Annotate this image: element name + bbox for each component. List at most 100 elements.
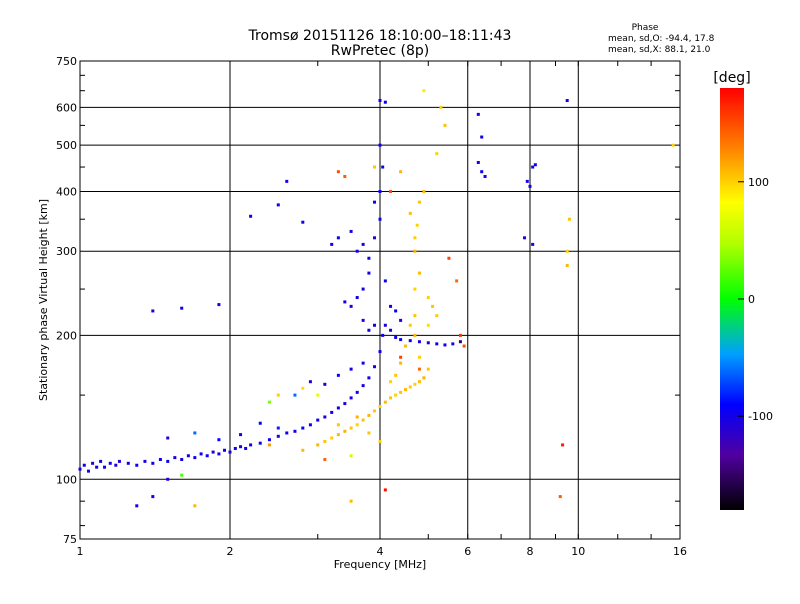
data-point (531, 165, 535, 169)
data-point (267, 443, 271, 447)
data-point (301, 220, 305, 224)
x-tick-label: 1 (77, 545, 84, 558)
data-point (114, 463, 118, 467)
data-point (378, 99, 382, 103)
data-point (399, 318, 403, 322)
data-point (166, 436, 170, 440)
data-point (323, 415, 327, 419)
data-point (343, 174, 347, 178)
data-point (336, 406, 340, 410)
data-point (378, 350, 382, 354)
data-point (308, 380, 312, 384)
data-point (483, 174, 487, 178)
data-point (413, 249, 417, 253)
data-point (394, 373, 398, 377)
data-point (91, 461, 95, 465)
data-point (239, 433, 243, 437)
data-point (151, 495, 155, 499)
y-tick-label: 400 (56, 185, 77, 198)
data-point (355, 249, 359, 253)
data-point (565, 249, 569, 253)
data-point (417, 340, 421, 344)
data-point (193, 456, 197, 460)
x-axis-label: Frequency [MHz] (334, 558, 426, 571)
y-tick-label: 200 (56, 329, 77, 342)
data-point (435, 152, 439, 156)
data-point (349, 304, 353, 308)
data-point (378, 439, 382, 443)
y-axis-label: Stationary phase Virtual Height [km] (37, 199, 50, 401)
data-point (426, 296, 430, 300)
data-point (180, 457, 184, 461)
data-point (561, 443, 565, 447)
data-point (349, 426, 353, 430)
data-point (95, 465, 99, 469)
data-point (249, 443, 253, 447)
data-point (361, 287, 365, 291)
data-point (443, 343, 447, 347)
data-point (180, 306, 184, 310)
data-point (443, 123, 447, 127)
data-point (476, 112, 480, 116)
data-point (233, 446, 237, 450)
data-point (394, 393, 398, 397)
data-point (180, 473, 184, 477)
data-point (413, 236, 417, 240)
data-point (336, 423, 340, 427)
x-tick-labels: 1 2 4 6 8 10 16 (77, 545, 688, 558)
data-point (426, 323, 430, 327)
data-point (533, 163, 537, 167)
data-point (565, 264, 569, 268)
data-point (531, 242, 535, 246)
data-point (78, 467, 82, 471)
data-point (228, 450, 232, 454)
data-point (523, 236, 527, 240)
data-point (394, 309, 398, 313)
data-point (381, 333, 385, 337)
data-point (258, 441, 262, 445)
data-point (417, 355, 421, 359)
data-point (82, 463, 86, 467)
data-point (373, 165, 377, 169)
data-point (193, 504, 197, 508)
data-point (408, 385, 412, 389)
data-point (417, 380, 421, 384)
data-point (301, 426, 305, 430)
data-point (422, 376, 426, 380)
data-point (199, 452, 203, 456)
chart-subtitle: RwPretec (8p) (331, 43, 429, 59)
x-tick-label: 6 (464, 545, 471, 558)
data-point (378, 143, 382, 147)
data-point (330, 436, 334, 440)
data-point (108, 461, 112, 465)
data-point (373, 409, 377, 413)
data-point (249, 214, 253, 218)
colorbar-tick-label: 100 (748, 176, 769, 189)
data-point (343, 300, 347, 304)
x-tick-label: 10 (571, 545, 585, 558)
data-point (166, 477, 170, 481)
data-point (413, 382, 417, 386)
data-point (276, 434, 280, 438)
chart-title: Tromsø 20151126 18:10:00–18:11:43 (248, 28, 512, 44)
data-point (389, 304, 393, 308)
data-point (403, 344, 407, 348)
data-point (367, 376, 371, 380)
data-point (367, 256, 371, 260)
data-point (258, 421, 262, 425)
phase-stats-title: Phase (632, 23, 659, 33)
data-point (383, 100, 387, 104)
data-point (399, 170, 403, 174)
data-point (276, 426, 280, 430)
data-point (435, 314, 439, 318)
data-point (528, 184, 532, 188)
data-point (316, 418, 320, 422)
data-point (422, 189, 426, 193)
data-point (349, 367, 353, 371)
data-point (417, 200, 421, 204)
y-tick-label: 600 (56, 101, 77, 114)
data-point (343, 429, 347, 433)
y-tick-label: 300 (56, 245, 77, 258)
y-tick-labels: 75 100 200 300 400 500 600 750 (56, 55, 77, 546)
